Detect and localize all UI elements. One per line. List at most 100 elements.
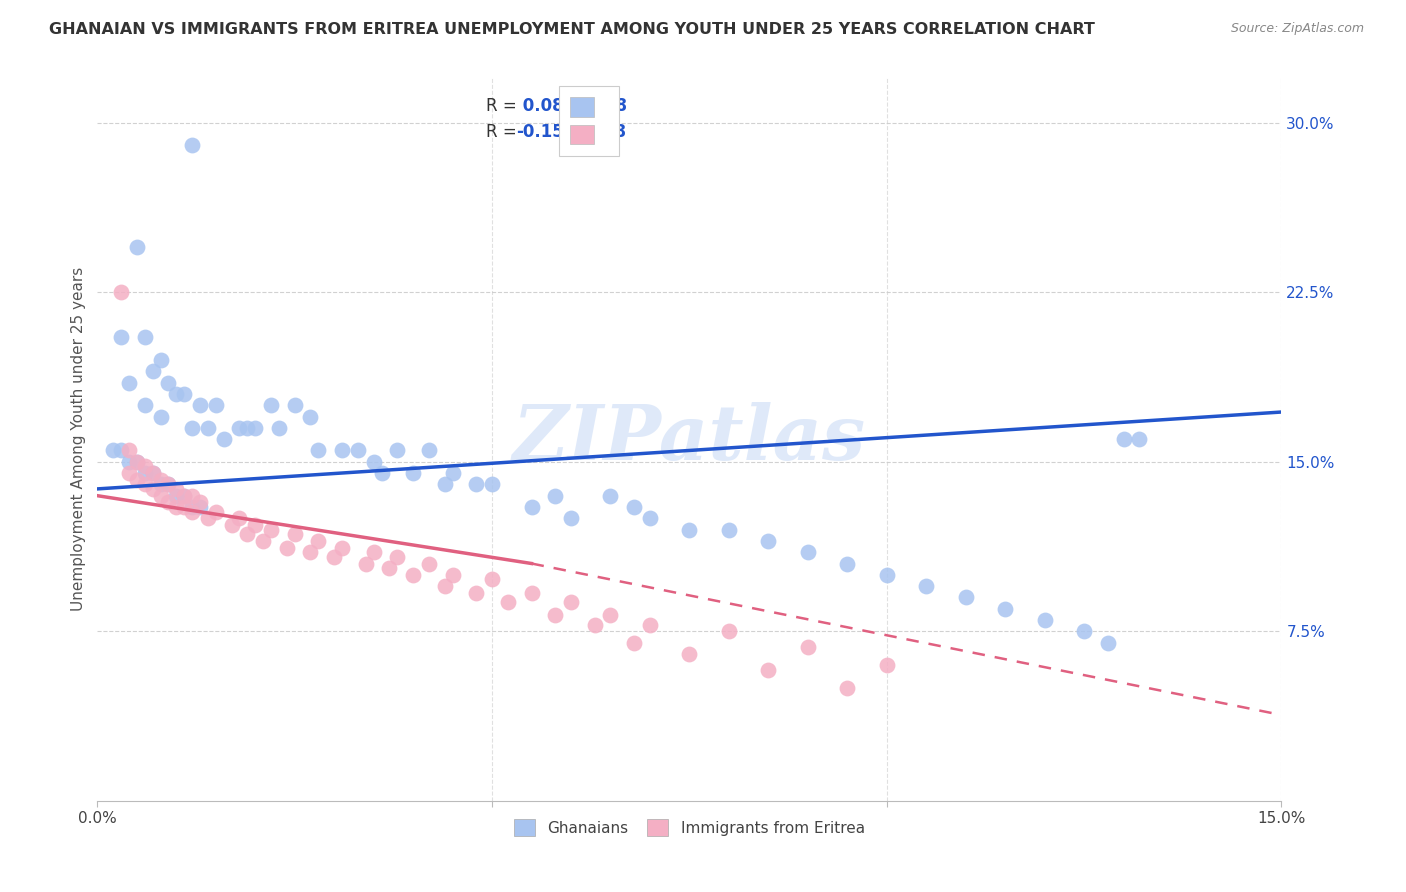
Point [638, 511, 661, 525]
Point [165, 500, 187, 514]
Point [1073, 624, 1095, 639]
Point [134, 330, 156, 344]
Point [481, 572, 503, 586]
Point [134, 398, 156, 412]
Point [134, 477, 156, 491]
Point [717, 624, 740, 639]
Point [173, 489, 195, 503]
Point [387, 443, 409, 458]
Point [118, 376, 141, 390]
Point [797, 640, 820, 655]
Text: 0.085: 0.085 [516, 97, 575, 115]
Point [363, 545, 385, 559]
Point [544, 608, 567, 623]
Point [599, 608, 621, 623]
Point [110, 443, 132, 458]
Text: R =: R = [485, 97, 522, 115]
Text: N =: N = [567, 123, 613, 141]
Point [1128, 432, 1150, 446]
Point [370, 466, 392, 480]
Point [157, 376, 180, 390]
Point [125, 240, 148, 254]
Point [110, 330, 132, 344]
Text: GHANAIAN VS IMMIGRANTS FROM ERITREA UNEMPLOYMENT AMONG YOUTH UNDER 25 YEARS CORR: GHANAIAN VS IMMIGRANTS FROM ERITREA UNEM… [49, 22, 1095, 37]
Point [837, 681, 859, 695]
Text: ZIPatlas: ZIPatlas [513, 402, 866, 476]
Point [418, 557, 440, 571]
Text: 68: 68 [605, 97, 627, 115]
Point [387, 549, 409, 564]
Point [188, 500, 211, 514]
Point [994, 601, 1017, 615]
Y-axis label: Unemployment Among Youth under 25 years: Unemployment Among Youth under 25 years [72, 267, 86, 611]
Point [125, 455, 148, 469]
Point [418, 443, 440, 458]
Point [544, 489, 567, 503]
Point [678, 523, 700, 537]
Legend: Ghanaians, Immigrants from Eritrea: Ghanaians, Immigrants from Eritrea [506, 811, 872, 844]
Point [142, 364, 165, 378]
Point [173, 489, 195, 503]
Point [118, 466, 141, 480]
Point [284, 527, 307, 541]
Point [181, 138, 204, 153]
Point [465, 586, 488, 600]
Point [149, 473, 172, 487]
Point [876, 567, 898, 582]
Point [307, 533, 329, 548]
Point [204, 398, 226, 412]
Point [284, 398, 307, 412]
Point [125, 455, 148, 469]
Point [260, 523, 283, 537]
Point [101, 443, 124, 458]
Point [1112, 432, 1135, 446]
Point [441, 466, 464, 480]
Point [433, 579, 456, 593]
Point [638, 617, 661, 632]
Point [837, 557, 859, 571]
Point [756, 533, 779, 548]
Point [433, 477, 456, 491]
Point [876, 658, 898, 673]
Point [173, 500, 195, 514]
Point [165, 387, 187, 401]
Point [204, 504, 226, 518]
Point [188, 398, 211, 412]
Point [181, 421, 204, 435]
Point [756, 663, 779, 677]
Point [1097, 635, 1119, 649]
Point [149, 489, 172, 503]
Point [142, 482, 165, 496]
Point [678, 647, 700, 661]
Point [717, 523, 740, 537]
Point [441, 567, 464, 582]
Point [228, 511, 250, 525]
Point [481, 477, 503, 491]
Point [955, 591, 977, 605]
Point [181, 489, 204, 503]
Point [267, 421, 290, 435]
Point [260, 398, 283, 412]
Point [236, 527, 259, 541]
Point [252, 533, 274, 548]
Point [465, 477, 488, 491]
Point [197, 511, 219, 525]
Point [520, 500, 543, 514]
Point [212, 432, 235, 446]
Point [245, 518, 267, 533]
Text: R =: R = [485, 123, 522, 141]
Point [797, 545, 820, 559]
Point [142, 466, 165, 480]
Point [173, 387, 195, 401]
Point [347, 443, 370, 458]
Point [181, 500, 204, 514]
Point [363, 455, 385, 469]
Point [181, 504, 204, 518]
Point [623, 500, 645, 514]
Point [149, 409, 172, 424]
Point [188, 495, 211, 509]
Point [330, 443, 353, 458]
Point [354, 557, 377, 571]
Point [118, 443, 141, 458]
Point [496, 595, 519, 609]
